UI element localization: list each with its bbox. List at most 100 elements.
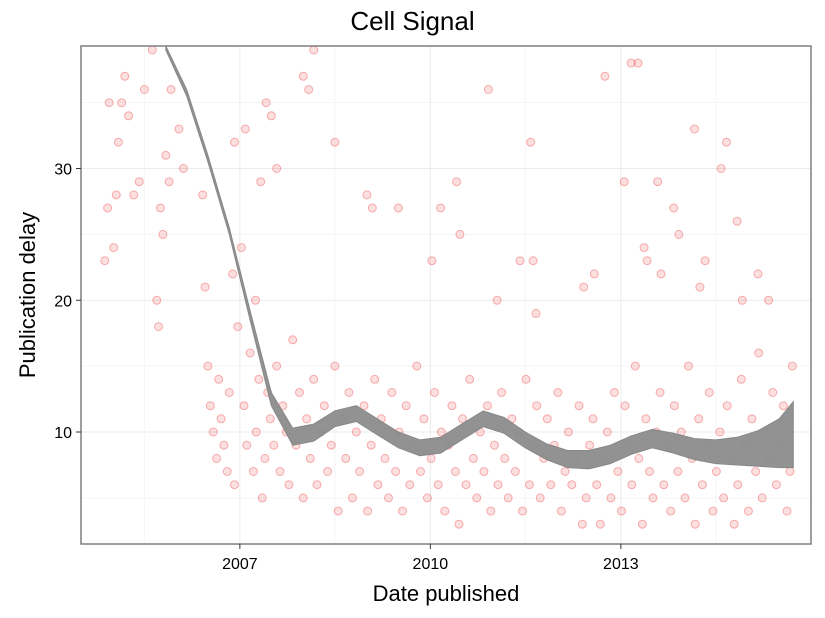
data-point [363,506,373,516]
data-point [214,374,224,384]
data-point [427,256,437,266]
data-point [521,374,531,384]
data-point [251,295,260,305]
data-point [589,269,599,279]
data-point [483,85,493,94]
data-point [690,124,699,134]
data-point [535,493,545,503]
data-point [100,256,110,266]
data-point [109,243,119,253]
data-point [581,493,591,503]
data-point [205,401,215,411]
data-point [715,427,725,437]
data-point [729,519,739,529]
data-point [236,243,246,253]
data-point [288,335,298,345]
data-point [113,137,123,147]
data-point [124,111,134,121]
data-point [309,46,319,55]
data-point [771,480,781,490]
y-tick-label: 30 [54,162,72,179]
data-point [256,177,266,187]
data-point [344,388,354,397]
data-point [240,124,250,134]
data-point [737,295,747,305]
data-point [366,440,376,450]
data-point [577,519,587,529]
data-point [147,46,157,55]
data-point [490,440,499,450]
data-point [359,401,369,411]
data-point [655,388,665,397]
data-point [700,256,710,266]
data-point [436,427,446,437]
data-point [757,493,767,503]
data-point [104,98,114,108]
data-point [751,467,761,476]
data-point [617,506,626,516]
data-point [768,388,778,397]
data-point [542,414,552,424]
data-point [230,480,239,490]
data-point [387,388,397,397]
data-point [228,269,238,279]
data-point [669,203,679,213]
data-point [272,164,282,173]
data-point [272,361,282,371]
data-point [645,467,654,476]
data-point [674,229,684,239]
data-point [155,203,165,213]
data-point [532,401,542,411]
data-point [556,506,566,516]
data-point [275,467,285,476]
data-point [401,401,411,411]
data-point [216,414,226,424]
data-point [736,374,746,384]
data-point [782,506,792,516]
data-point [304,85,314,94]
data-point [222,467,232,476]
data-point [450,467,460,476]
data-point [637,519,647,529]
data-point [492,295,502,305]
data-point [680,493,690,503]
data-point [708,506,718,516]
data-point [326,440,336,450]
data-point [154,322,163,332]
data-point [370,374,380,384]
data-point [695,282,705,292]
data-point [309,374,319,384]
data-point [633,58,643,68]
data-point [129,190,139,200]
data-point [208,427,218,437]
data-point [546,480,556,490]
data-point [560,467,570,476]
plot-panel [81,46,811,544]
data-point [245,348,255,358]
data-point [753,269,763,279]
data-point [641,414,651,424]
data-point [716,164,726,173]
data-point [754,348,764,358]
data-point [468,453,478,463]
data-point [330,361,340,371]
data-point [609,388,619,397]
data-point [719,493,729,503]
data-point [510,467,520,476]
data-point [653,177,663,187]
data-point [722,137,731,147]
smoother-band [165,46,794,470]
data-point [233,322,243,332]
data-point [606,493,616,503]
x-tick-label: 2007 [222,556,258,573]
data-point [224,388,234,397]
data-point [743,506,753,516]
data-point [416,467,425,476]
data-point [458,414,467,424]
data-point [486,506,496,516]
data-point [620,401,630,411]
data-point [422,493,432,503]
data-point [627,480,637,490]
data-point [384,493,393,503]
data-point [393,203,403,213]
